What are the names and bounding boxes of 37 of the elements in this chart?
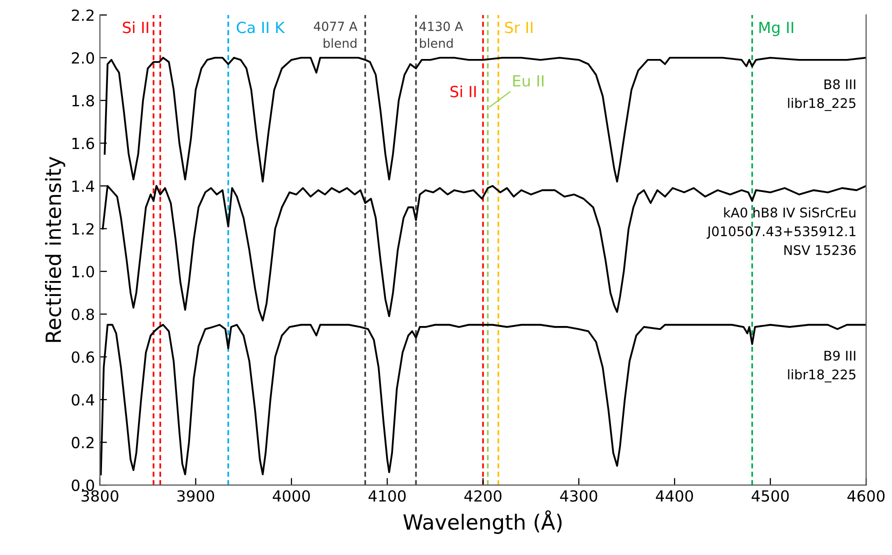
- ref-line-label: Sr II: [505, 22, 532, 34]
- x-tick-label: 4400: [656, 490, 693, 502]
- ref-line-label: Ca II K: [236, 22, 285, 34]
- x-tick-label: 3800: [82, 490, 118, 502]
- y-tick-label: 1.0: [72, 266, 94, 278]
- y-tick-label: 1.4: [72, 180, 94, 192]
- line-series: [102, 185, 866, 322]
- x-tick-label: 4600: [847, 490, 885, 502]
- ref-line-label: Mg II: [759, 22, 794, 36]
- y-tick-label: 0.0: [72, 480, 94, 492]
- series-label: kA0 hB8 IV SiSrCrEu J010507.43+535912.1 NSV 15236: [706, 207, 856, 256]
- y-tick-label: 2.2: [72, 9, 94, 21]
- y-axis-title: Rectified intensity: [45, 156, 66, 342]
- y-tick-label: 1.6: [72, 138, 94, 150]
- x-tick-label: 3900: [177, 490, 214, 502]
- y-tick-label: 0.6: [72, 351, 94, 363]
- line-series: [104, 56, 866, 183]
- series-label: B8 III libr18_225: [788, 79, 856, 112]
- x-axis-title: Wavelength (Å): [403, 510, 562, 534]
- x-tick-label: 4100: [368, 490, 406, 502]
- ref-line-label: Eu II: [513, 75, 544, 87]
- y-tick-label: 0.4: [72, 394, 94, 406]
- ref-line-label: Si II: [450, 86, 476, 98]
- y-tick-label: 1.8: [72, 94, 94, 106]
- x-tick-label: 4500: [752, 490, 789, 502]
- ref-line-label: Si II: [122, 21, 148, 34]
- x-tick-label: 4200: [464, 490, 502, 502]
- x-tick-label: 4000: [272, 490, 310, 502]
- x-tick-label: 4300: [560, 490, 598, 502]
- y-tick-label: 2.0: [72, 52, 94, 64]
- y-tick-label: 0.8: [72, 308, 94, 320]
- series-label: B9 III libr18_225: [788, 350, 856, 382]
- y-tick-label: 1.2: [72, 223, 94, 234]
- line-series: [100, 324, 866, 476]
- y-tick-label: 0.2: [72, 436, 94, 448]
- ref-line-label: 4130 A blend: [419, 22, 464, 48]
- ref-line-label: 4077 A blend: [314, 22, 358, 48]
